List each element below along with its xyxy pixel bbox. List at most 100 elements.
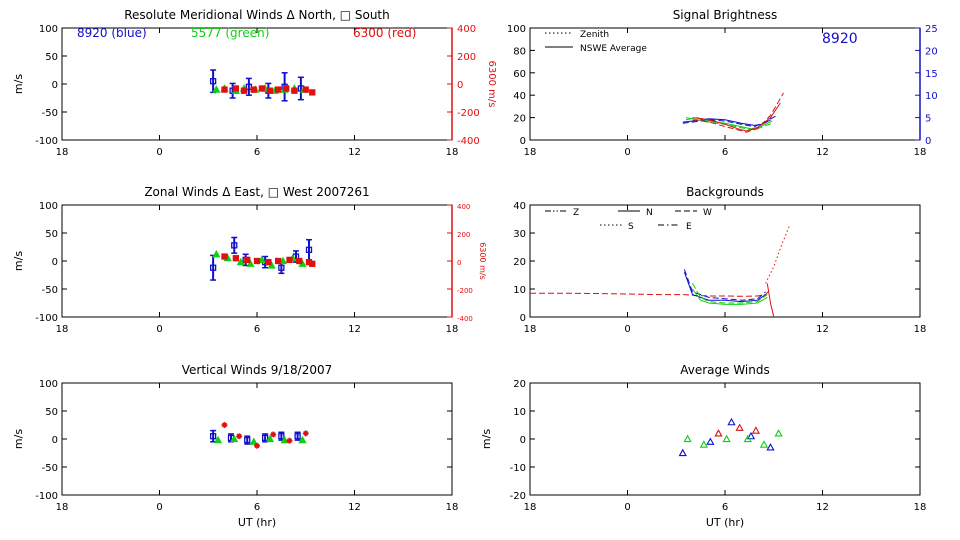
x-tick-label: 12 [816, 502, 829, 513]
data-point-triangle [683, 434, 692, 443]
x-tick-label: 18 [56, 324, 69, 335]
data-point-star [302, 430, 309, 437]
data-point-square [209, 433, 217, 440]
y2-tick-label: 200 [457, 52, 476, 63]
data-point-square [296, 257, 303, 265]
y2-tick-label: 10 [925, 91, 938, 102]
y-tick-label: -20 [510, 491, 526, 502]
x-tick-label: 18 [914, 147, 927, 158]
legend-label: Zenith [580, 30, 609, 40]
x-axis-label: UT (hr) [706, 516, 744, 529]
data-point-square [274, 86, 282, 93]
panel-title: Backgrounds [686, 185, 764, 199]
y2-tick-label: 0 [457, 80, 463, 91]
data-point-square [261, 434, 269, 442]
y-tick-label: -100 [35, 313, 58, 324]
y2-tick-label: 5 [925, 114, 931, 125]
legend-label: NSWE Average [580, 44, 647, 54]
y-tick-label: 100 [39, 379, 58, 390]
data-point-square [221, 253, 228, 260]
series-line [765, 224, 791, 284]
data-point-triangle [230, 434, 239, 443]
y2-tick-label: -200 [457, 108, 480, 119]
y-tick-label: 0 [520, 435, 526, 446]
data-point-triangle [751, 426, 761, 434]
annotation-label: 8920 [822, 31, 858, 47]
y-tick-label: 10 [513, 285, 526, 296]
x-tick-label: 18 [446, 502, 459, 513]
series-line [683, 269, 766, 301]
series-line [692, 283, 768, 304]
x-tick-label: 12 [348, 324, 361, 335]
y2-tick-label: 20 [925, 46, 938, 57]
x-tick-label: 18 [914, 324, 927, 335]
x-tick-label: 12 [816, 147, 829, 158]
x-tick-label: 12 [816, 324, 829, 335]
x-tick-label: 18 [56, 502, 69, 513]
data-point-square [286, 256, 293, 264]
series-line [682, 114, 778, 128]
data-point-square [244, 256, 251, 264]
data-point-square [302, 86, 309, 93]
x-axis-label: UT (hr) [238, 516, 276, 529]
data-point-triangle [678, 448, 687, 457]
y-tick-label: 10 [513, 407, 526, 418]
y-tick-label: 40 [513, 91, 526, 102]
data-point-triangle [298, 435, 307, 444]
data-point-square [278, 433, 285, 440]
data-point-triangle [759, 440, 769, 448]
y-tick-label: 20 [513, 114, 526, 125]
y2-tick-label: -200 [457, 287, 473, 295]
legend-label: S [628, 222, 634, 232]
x-tick-label: 0 [624, 147, 630, 158]
data-point-triangle [743, 434, 752, 443]
y-tick-label: 0 [520, 313, 526, 324]
data-point-square [209, 78, 217, 85]
data-point-triangle [246, 259, 255, 267]
panel-title: Average Winds [680, 363, 770, 377]
legend-label: Z [573, 208, 579, 218]
x-tick-label: 6 [722, 502, 728, 513]
site-label-green: 5577 (green) [191, 26, 269, 40]
y-axis-label: m/s [480, 429, 493, 449]
data-point-triangle [278, 256, 288, 265]
y-tick-label: 0 [52, 435, 58, 446]
x-tick-label: 18 [446, 324, 459, 335]
y2-tick-label: -400 [457, 136, 480, 147]
x-tick-label: 18 [524, 502, 537, 513]
x-tick-label: 18 [524, 147, 537, 158]
series-line [530, 288, 771, 297]
data-point-star [236, 433, 243, 440]
y2-tick-label: 0 [925, 136, 931, 147]
y2-tick-label: 400 [457, 203, 470, 211]
y2-axis-label: 6300 m/s [486, 61, 497, 108]
y-tick-label: 0 [52, 257, 58, 268]
data-point-square [294, 433, 301, 440]
x-tick-label: 0 [624, 324, 630, 335]
data-point-square [258, 85, 266, 92]
y-tick-label: 50 [45, 229, 58, 240]
data-point-triangle [257, 255, 267, 263]
y2-tick-label: 400 [457, 24, 476, 35]
y2-tick-label: 15 [925, 69, 938, 80]
data-point-square [250, 86, 257, 93]
y-tick-label: 80 [513, 46, 526, 57]
y-tick-label: 100 [39, 201, 58, 212]
y2-tick-label: 0 [457, 259, 461, 267]
data-point-square [291, 87, 298, 94]
y-tick-label: 0 [520, 136, 526, 147]
panel-title: Resolute Meridional Winds Δ North, □ Sou… [124, 8, 390, 22]
data-point-triangle [249, 437, 258, 445]
series-line [766, 283, 775, 318]
y-tick-label: 30 [513, 229, 526, 240]
y-tick-label: 100 [39, 24, 58, 35]
y-axis-label: m/s [12, 429, 25, 449]
x-tick-label: 18 [56, 147, 69, 158]
y2-tick-label: 25 [925, 24, 938, 35]
data-point-triangle [265, 434, 275, 443]
y-axis-label: m/s [12, 251, 25, 271]
legend-label: N [646, 208, 653, 218]
data-point-triangle [236, 257, 245, 266]
x-tick-label: 12 [348, 502, 361, 513]
